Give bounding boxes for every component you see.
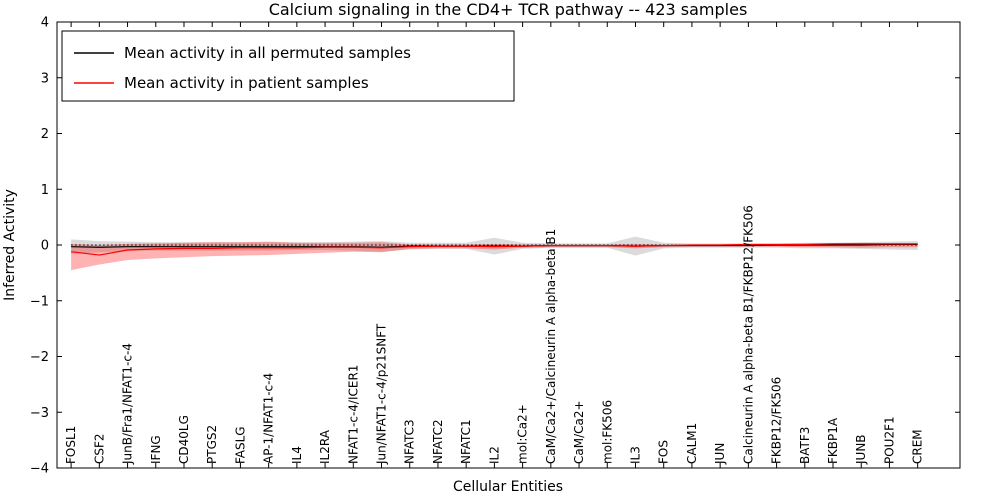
x-tick-label: NFAT1-c-4/ICER1	[346, 365, 360, 464]
x-tick-label: NFATC2	[431, 419, 445, 464]
x-tick-label: mol:Ca2+	[516, 404, 530, 464]
patient-band	[71, 241, 918, 271]
x-tick-label: CREM	[911, 429, 925, 464]
y-tick-label: 0	[41, 239, 49, 254]
y-tick-label: −1	[30, 294, 49, 309]
x-tick-label: CSF2	[92, 433, 106, 464]
x-tick-label: JUNB	[854, 434, 868, 465]
x-tick-label: Jun/NFAT1-c-4/p21SNFT	[375, 323, 389, 465]
x-tick-label: POU2F1	[882, 416, 896, 464]
x-tick-label: IL4	[290, 446, 304, 464]
y-tick-label: 2	[41, 127, 49, 142]
x-tick-label: FOS	[657, 440, 671, 464]
x-tick-label: IL3	[628, 446, 642, 464]
x-tick-label: FOSL1	[64, 426, 78, 464]
x-tick-label: IL2RA	[318, 429, 332, 464]
x-tick-label: FASLG	[233, 426, 247, 464]
x-tick-label: IL2	[487, 446, 501, 464]
x-tick-label: NFATC1	[459, 419, 473, 464]
x-tick-label: NFATC3	[403, 419, 417, 464]
y-tick-label: 4	[41, 16, 49, 31]
y-tick-label: −3	[30, 406, 49, 421]
x-tick-label: CaM/Ca2+/Calcineurin A alpha-beta B1	[544, 229, 558, 464]
y-axis-label: Inferred Activity	[2, 189, 18, 301]
legend-box	[61, 30, 515, 102]
legend: Mean activity in all permuted samples Me…	[61, 30, 515, 102]
x-tick-label: FKBP12/FK506	[770, 377, 784, 464]
x-axis-label: Cellular Entities	[453, 479, 563, 495]
x-tick-label: CALM1	[685, 423, 699, 464]
x-tick-label: mol:FK506	[600, 400, 614, 464]
plot-area: −4 −3 −2 −1 0 1 2 3 4 FOSL1 CSF2 JunB/Fra1/NFAT1-c-…	[30, 16, 960, 477]
x-tick-label: CD40LG	[177, 415, 191, 464]
y-tick-label: −2	[30, 350, 49, 365]
x-tick-label: CaM/Ca2+	[572, 400, 586, 464]
legend-label-permuted: Mean activity in all permuted samples	[124, 44, 411, 62]
y-tick-label: 1	[41, 183, 49, 198]
x-tick-label: Calcineurin A alpha-beta B1/FKBP12/FK506	[741, 205, 755, 464]
y-tick-label: −4	[30, 462, 49, 477]
x-tick-label: FKBP1A	[826, 417, 840, 464]
chart-title: Calcium signaling in the CD4+ TCR pathwa…	[269, 0, 748, 19]
axes-frame	[56, 21, 961, 469]
legend-label-patient: Mean activity in patient samples	[124, 74, 369, 92]
x-tick-label: PTGS2	[205, 425, 219, 464]
y-tick-label: 3	[41, 71, 49, 86]
x-tick-label: AP-1/NFAT1-c-4	[262, 373, 276, 464]
x-tick-label: BATF3	[798, 427, 812, 464]
x-tick-label: JUN	[713, 443, 727, 465]
patient-mean-line	[71, 243, 918, 256]
x-tick-label: JunB/Fra1/NFAT1-c-4	[121, 343, 135, 465]
x-tick-label: IFNG	[149, 435, 163, 464]
